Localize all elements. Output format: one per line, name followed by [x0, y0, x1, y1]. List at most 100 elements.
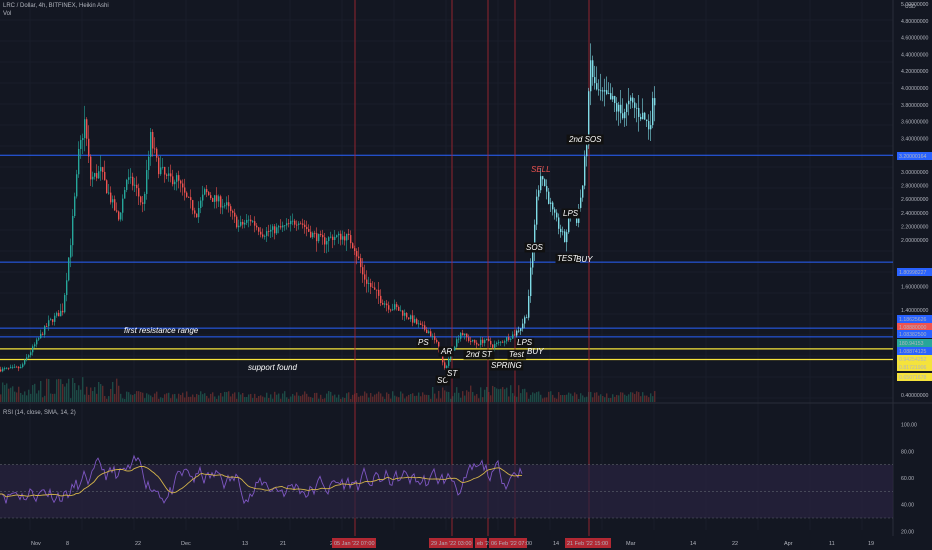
volume-bar	[324, 398, 326, 402]
price-badge-label: 1.80998227	[899, 270, 927, 276]
time-tick-label: 22	[732, 541, 738, 547]
candle-body	[390, 309, 392, 311]
volume-bar	[386, 392, 388, 402]
volume-bar	[564, 395, 566, 402]
candle-body	[40, 333, 42, 339]
volume-bar	[310, 397, 312, 402]
volume-bar	[522, 389, 524, 402]
candle-body	[582, 185, 584, 198]
volume-bar	[220, 392, 222, 402]
volume-bar	[610, 397, 612, 402]
candle-body	[64, 295, 66, 313]
annotation-box	[566, 134, 604, 145]
volume-bar	[438, 390, 440, 402]
volume-bar	[456, 387, 458, 402]
candle-body	[84, 119, 86, 139]
candle-body	[70, 245, 72, 258]
volume-bar	[88, 394, 90, 402]
volume-bar	[458, 392, 460, 402]
candle-body	[106, 180, 108, 194]
candle-body	[302, 223, 304, 225]
candle-body	[328, 237, 330, 242]
volume-bar	[110, 388, 112, 402]
volume-bar	[426, 394, 428, 402]
volume-bar	[126, 391, 128, 402]
volume-bar	[280, 398, 282, 402]
volume-bar	[10, 387, 12, 402]
volume-bar	[484, 389, 486, 402]
volume-bar	[316, 392, 318, 402]
candle-body	[204, 189, 206, 195]
volume-bar	[448, 391, 450, 402]
volume-bar	[18, 386, 20, 402]
candle-body	[132, 176, 134, 186]
candle-body	[424, 325, 426, 330]
volume-bar	[112, 381, 114, 402]
candle-body	[272, 226, 274, 230]
time-axis[interactable]: Nov822Dec1321202214Mar1422Apr111905 Jan …	[0, 536, 932, 550]
candle-body	[216, 195, 218, 202]
volume-bar	[404, 398, 406, 402]
candle-body	[28, 355, 30, 358]
volume-bar	[292, 394, 294, 402]
volume-bar	[298, 395, 300, 402]
volume-bar	[486, 386, 488, 402]
candle-body	[270, 229, 272, 232]
candle-body	[128, 177, 130, 180]
candle-body	[306, 227, 308, 229]
volume-bar	[108, 396, 110, 402]
volume-bar	[432, 386, 434, 402]
candle-body	[596, 83, 598, 90]
candle-body	[384, 303, 386, 305]
time-tick-label: 8	[66, 541, 69, 547]
volume-bar	[612, 394, 614, 402]
volume-bar	[100, 384, 102, 402]
candle-body	[110, 192, 112, 203]
candle-body	[104, 171, 106, 181]
volume-bar	[414, 395, 416, 402]
candle-body	[74, 196, 76, 217]
volume-bar	[604, 397, 606, 402]
candle-body	[118, 211, 120, 220]
volume-bar	[58, 378, 60, 402]
volume-bar	[216, 398, 218, 402]
volume-bar	[252, 398, 254, 402]
volume-bar	[606, 393, 608, 402]
volume-bar	[192, 394, 194, 402]
price-badge	[897, 373, 932, 381]
volume-bar	[24, 391, 26, 402]
price-axis[interactable]: 5.00000000 4.80000000 4.60000000 4.40000000…	[897, 2, 932, 399]
candle-body	[254, 221, 256, 226]
price-badge-label: 180.94153	[899, 341, 924, 347]
horizontal-levels	[0, 154, 893, 361]
volume-bar	[330, 391, 332, 402]
candle-body	[312, 232, 314, 238]
candle-body	[94, 173, 96, 177]
candle-body	[262, 234, 264, 237]
candle-body	[220, 196, 222, 208]
candle-body	[634, 102, 636, 108]
volume-bar	[152, 397, 154, 402]
volume-bar	[654, 391, 656, 402]
volume-bar	[74, 382, 76, 402]
candle-body	[376, 289, 378, 291]
volume-bar	[70, 398, 72, 402]
volume-bar	[434, 393, 436, 402]
volume-bar	[630, 392, 632, 402]
volume-bar	[210, 393, 212, 402]
candle-body	[280, 226, 282, 228]
volume-bar	[140, 391, 142, 402]
candle-body	[430, 331, 432, 337]
volume-bar	[364, 391, 366, 402]
candle-body	[310, 231, 312, 238]
volume-bar	[554, 397, 556, 402]
candle-body	[348, 233, 350, 236]
candle-body	[618, 104, 620, 112]
annotation-box	[555, 253, 581, 264]
candle-body	[546, 186, 548, 192]
wyckoff-annotations: first resistance range support found PS AR S…	[124, 134, 604, 386]
candle-body	[294, 220, 296, 225]
candle-body	[116, 210, 118, 212]
price-badge-label: 0.65071678	[899, 375, 927, 381]
